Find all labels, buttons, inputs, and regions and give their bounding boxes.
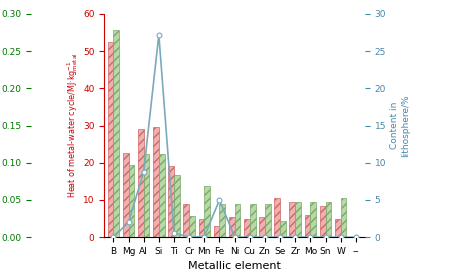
- X-axis label: Metallic element: Metallic element: [188, 261, 281, 271]
- Bar: [229, 217, 235, 237]
- Bar: [244, 218, 250, 237]
- Bar: [204, 186, 210, 237]
- Bar: [335, 218, 341, 237]
- Bar: [274, 198, 280, 237]
- Bar: [310, 202, 316, 237]
- Bar: [138, 129, 144, 237]
- Bar: [113, 30, 119, 237]
- Bar: [183, 204, 189, 237]
- Bar: [128, 165, 134, 237]
- Bar: [265, 204, 271, 237]
- Bar: [189, 217, 195, 237]
- Bar: [168, 167, 174, 237]
- Bar: [326, 202, 331, 237]
- Bar: [295, 202, 301, 237]
- Bar: [280, 221, 286, 237]
- Bar: [214, 226, 219, 237]
- Bar: [341, 198, 346, 237]
- Bar: [123, 153, 128, 237]
- Bar: [153, 128, 159, 237]
- Bar: [320, 206, 326, 237]
- Bar: [305, 215, 310, 237]
- Bar: [159, 155, 164, 237]
- Bar: [108, 42, 113, 237]
- Bar: [219, 204, 225, 237]
- Bar: [290, 202, 295, 237]
- Bar: [250, 204, 255, 237]
- Bar: [235, 204, 240, 237]
- Bar: [259, 217, 265, 237]
- Y-axis label: Heat of metal-water cycle/MJ·kg$_{\mathregular{metal}}^{-1}$: Heat of metal-water cycle/MJ·kg$_{\mathr…: [65, 53, 80, 198]
- Y-axis label: Content in
lithosphere/%: Content in lithosphere/%: [391, 94, 410, 157]
- Bar: [199, 218, 204, 237]
- Bar: [174, 175, 180, 237]
- Bar: [144, 155, 149, 237]
